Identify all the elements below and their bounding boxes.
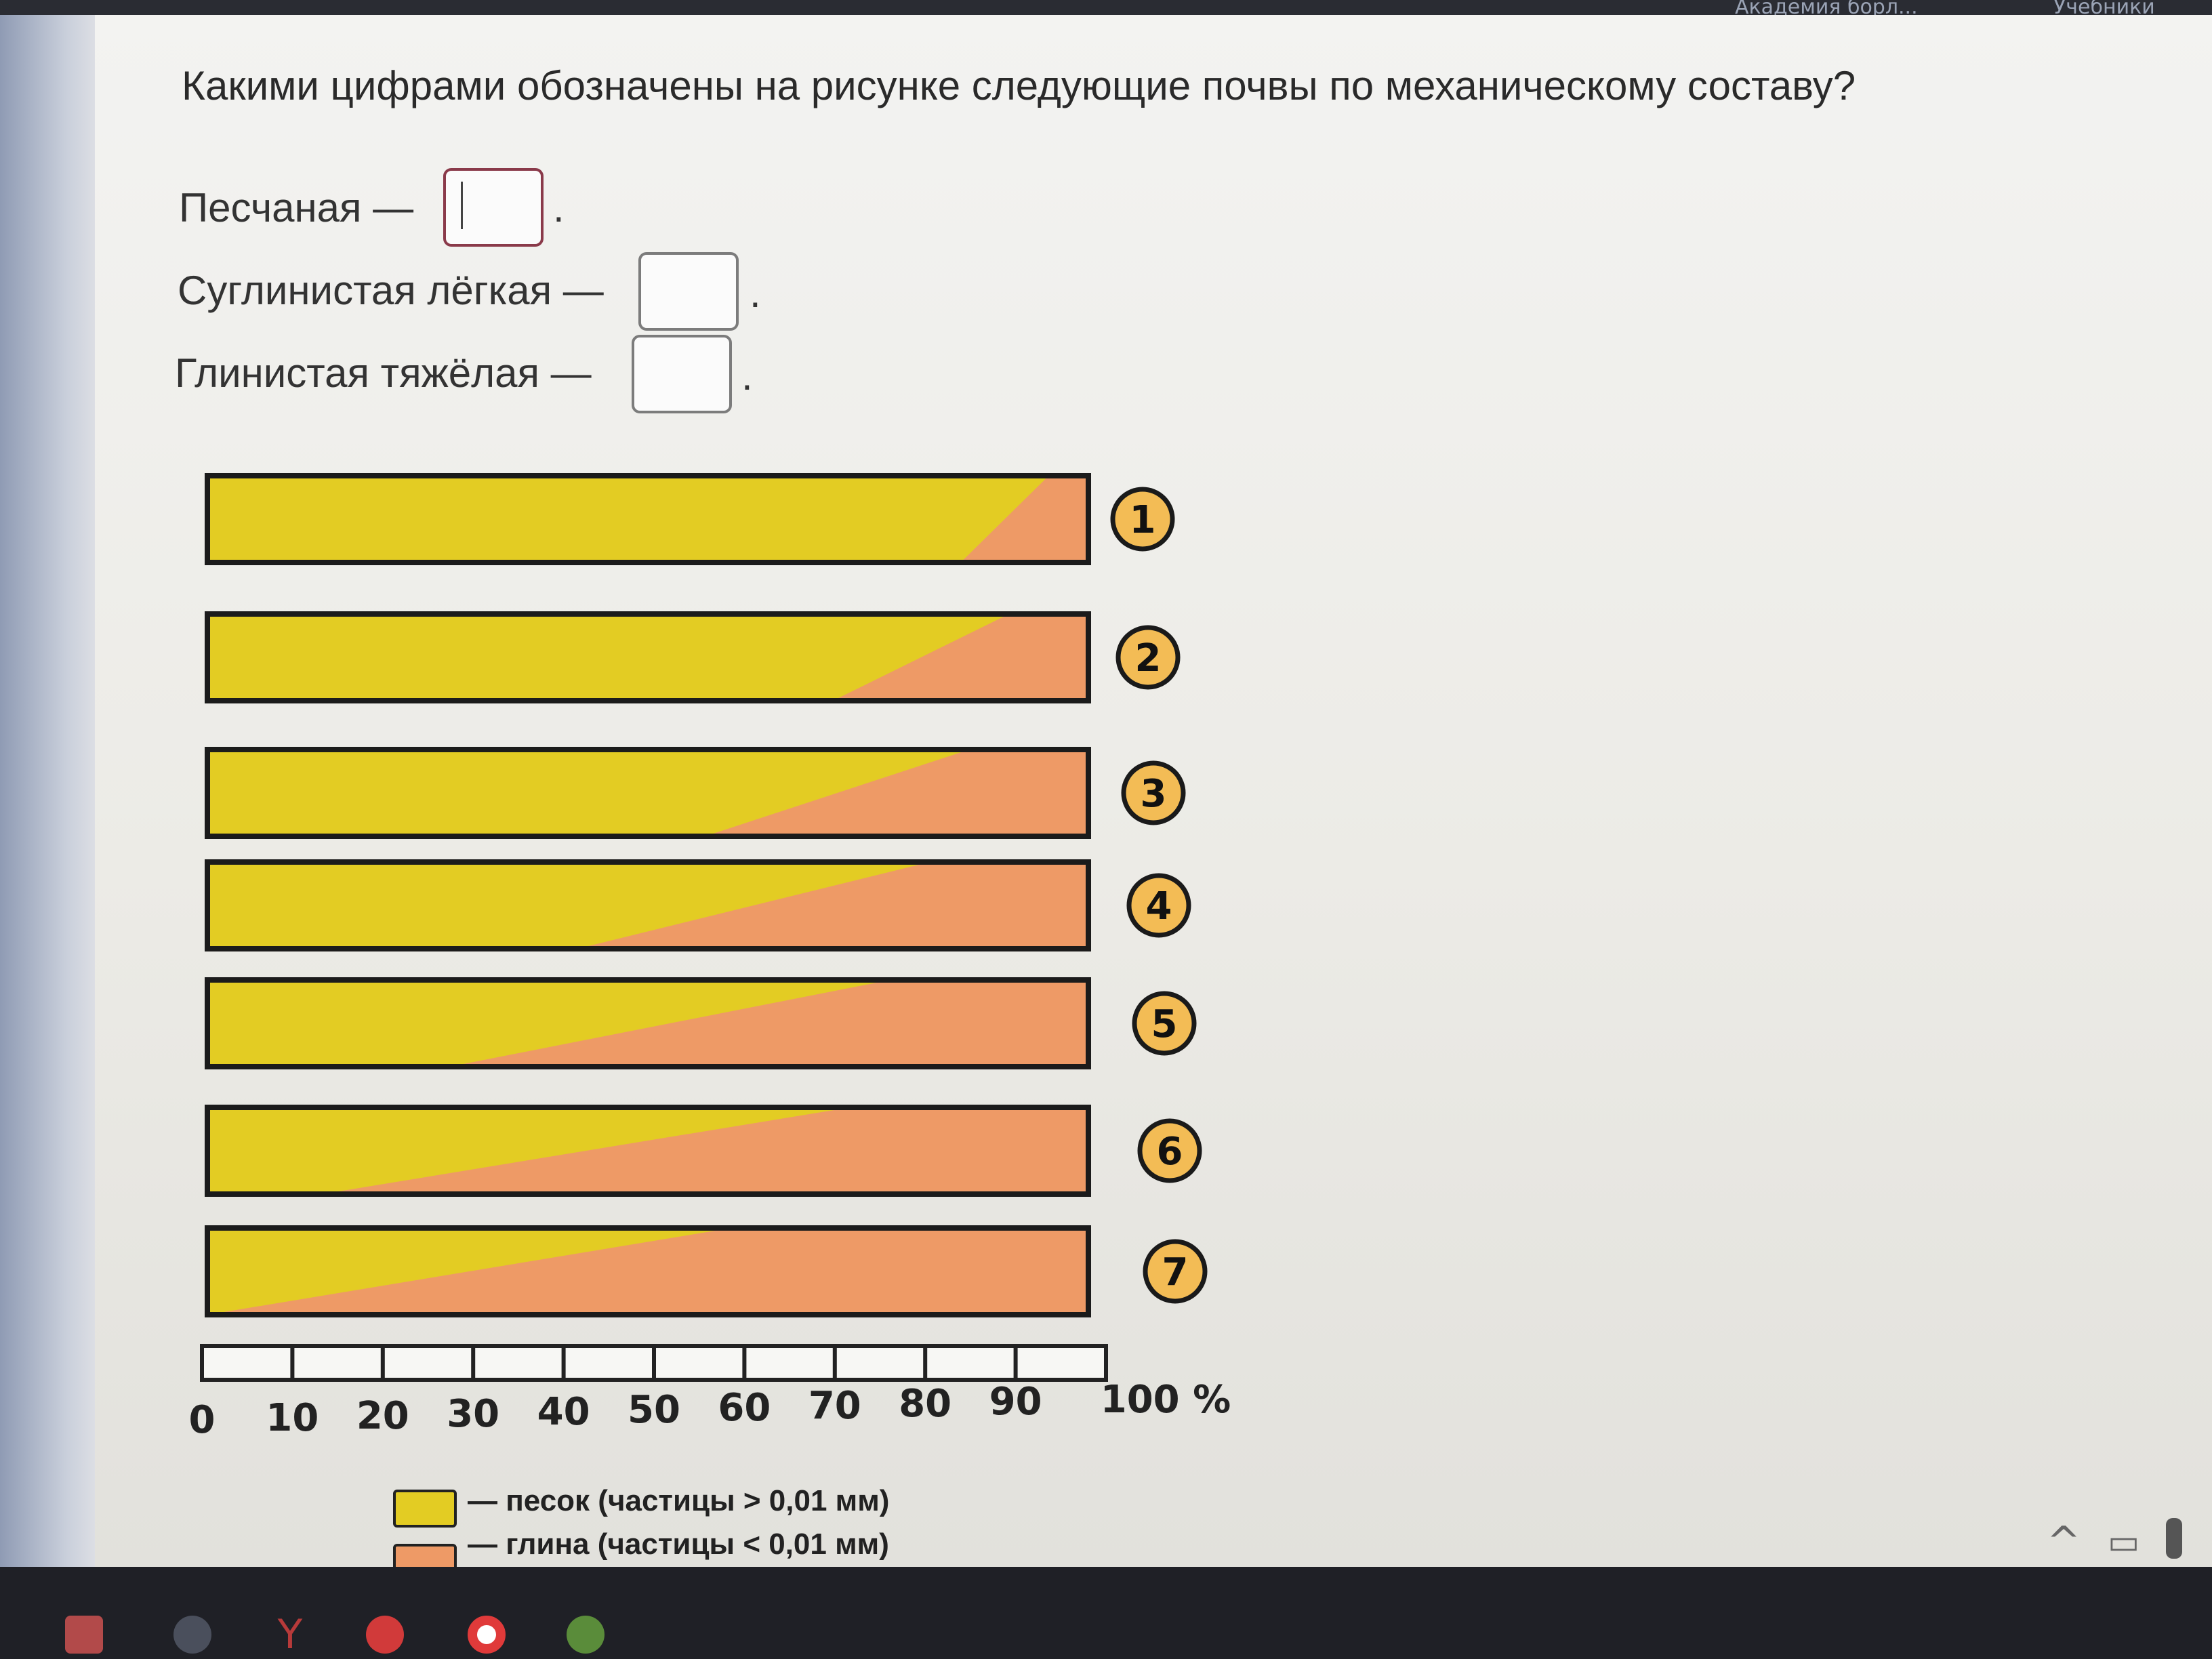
badge-label-1: 1 xyxy=(1130,498,1156,542)
badge-1 xyxy=(1110,487,1175,552)
left-window-strip xyxy=(0,0,95,1659)
badge-7 xyxy=(1143,1239,1208,1304)
sand-segment-2 xyxy=(207,614,1009,701)
legend-swatch-sand xyxy=(393,1490,457,1528)
badge-2 xyxy=(1115,625,1181,690)
scale-tick-label-1: 10 xyxy=(266,1396,319,1440)
tab-akademiya[interactable]: Академия борл... xyxy=(1735,0,1918,15)
badge-label-6: 6 xyxy=(1157,1130,1183,1174)
soil-bar-6 xyxy=(205,1105,1091,1197)
badge-4 xyxy=(1126,873,1191,938)
yandex-browser-icon[interactable] xyxy=(173,1616,211,1654)
bar-outline-2 xyxy=(205,611,1091,703)
bar-outline-6 xyxy=(205,1105,1091,1197)
bar-outline-1 xyxy=(205,473,1091,565)
browser-top-bar: Академия борл... Учебники xyxy=(0,0,2212,15)
sand-segment-3 xyxy=(207,750,970,836)
answer-label-light-loam: Суглинистая лёгкая — xyxy=(178,268,604,313)
microphone-icon[interactable] xyxy=(2166,1518,2182,1559)
bar-outline-7 xyxy=(205,1225,1091,1317)
scale-tick-label-8: 80 xyxy=(899,1382,951,1426)
opera-icon[interactable] xyxy=(468,1616,506,1654)
sand-segment-4 xyxy=(207,862,930,949)
scale-tick-label-5: 50 xyxy=(628,1388,680,1432)
sand-segment-7 xyxy=(207,1228,732,1315)
badge-label-3: 3 xyxy=(1141,772,1167,816)
answer-suffix-light-loam: . xyxy=(750,270,761,316)
legend-label-clay: — глина (частицы < 0,01 мм) xyxy=(468,1528,889,1561)
answer-input-light-loam[interactable] xyxy=(638,252,739,331)
soil-bar-2 xyxy=(205,611,1091,703)
sand-segment-1 xyxy=(207,476,1049,562)
answer-input-heavy-clay[interactable] xyxy=(632,335,732,413)
badge-label-4: 4 xyxy=(1146,884,1172,928)
torrent-icon[interactable] xyxy=(567,1616,605,1654)
answer-suffix-heavy-clay: . xyxy=(741,353,753,398)
scale-tick-label-9: 90 xyxy=(989,1380,1042,1424)
bar-outline-3 xyxy=(205,747,1091,839)
soil-bar-3 xyxy=(205,747,1091,839)
scale-tick-label-10: 100 % xyxy=(1101,1378,1231,1422)
badge-5 xyxy=(1132,991,1197,1056)
yandex-icon[interactable] xyxy=(366,1616,404,1654)
scale-tick-label-4: 40 xyxy=(537,1390,590,1434)
badge-label-7: 7 xyxy=(1162,1250,1189,1294)
answer-suffix-sandy: . xyxy=(553,185,565,230)
badge-label-2: 2 xyxy=(1135,636,1162,680)
soil-bar-7 xyxy=(205,1225,1091,1317)
question-text: Какими цифрами обозначены на рисунке сле… xyxy=(182,63,1856,108)
scale-tick-label-0: 0 xyxy=(189,1398,216,1442)
app-icon[interactable] xyxy=(65,1616,103,1654)
badge-label-5: 5 xyxy=(1151,1002,1178,1046)
badge-3 xyxy=(1121,760,1186,825)
badge-6 xyxy=(1137,1118,1202,1183)
scale-tick-label-7: 70 xyxy=(808,1384,861,1428)
camera-icon[interactable]: ▭ xyxy=(2108,1522,2140,1561)
scale-tick-label-2: 20 xyxy=(356,1394,409,1438)
legend-label-sand: — песок (частицы > 0,01 мм) xyxy=(468,1484,890,1517)
chevron-up-icon[interactable]: ^ xyxy=(2047,1518,2081,1565)
soil-bar-4 xyxy=(205,859,1091,951)
bar-outline-5 xyxy=(205,977,1091,1069)
soil-bar-1 xyxy=(205,473,1091,565)
answer-label-heavy-clay: Глинистая тяжёлая — xyxy=(175,350,592,396)
bar-outline-4 xyxy=(205,859,1091,951)
os-taskbar xyxy=(0,1567,2212,1659)
tab-uchebniki[interactable]: Учебники xyxy=(2053,0,2155,15)
y-icon[interactable]: Y xyxy=(277,1611,303,1658)
soil-bar-5 xyxy=(205,977,1091,1069)
scale-tick-label-3: 30 xyxy=(447,1392,499,1436)
text-caret xyxy=(461,182,463,229)
answer-input-sandy[interactable] xyxy=(443,168,544,247)
answer-label-sandy: Песчаная — xyxy=(179,185,414,230)
scale-tick-label-6: 60 xyxy=(718,1386,771,1430)
sand-segment-5 xyxy=(207,980,890,1067)
sand-segment-6 xyxy=(207,1107,851,1194)
